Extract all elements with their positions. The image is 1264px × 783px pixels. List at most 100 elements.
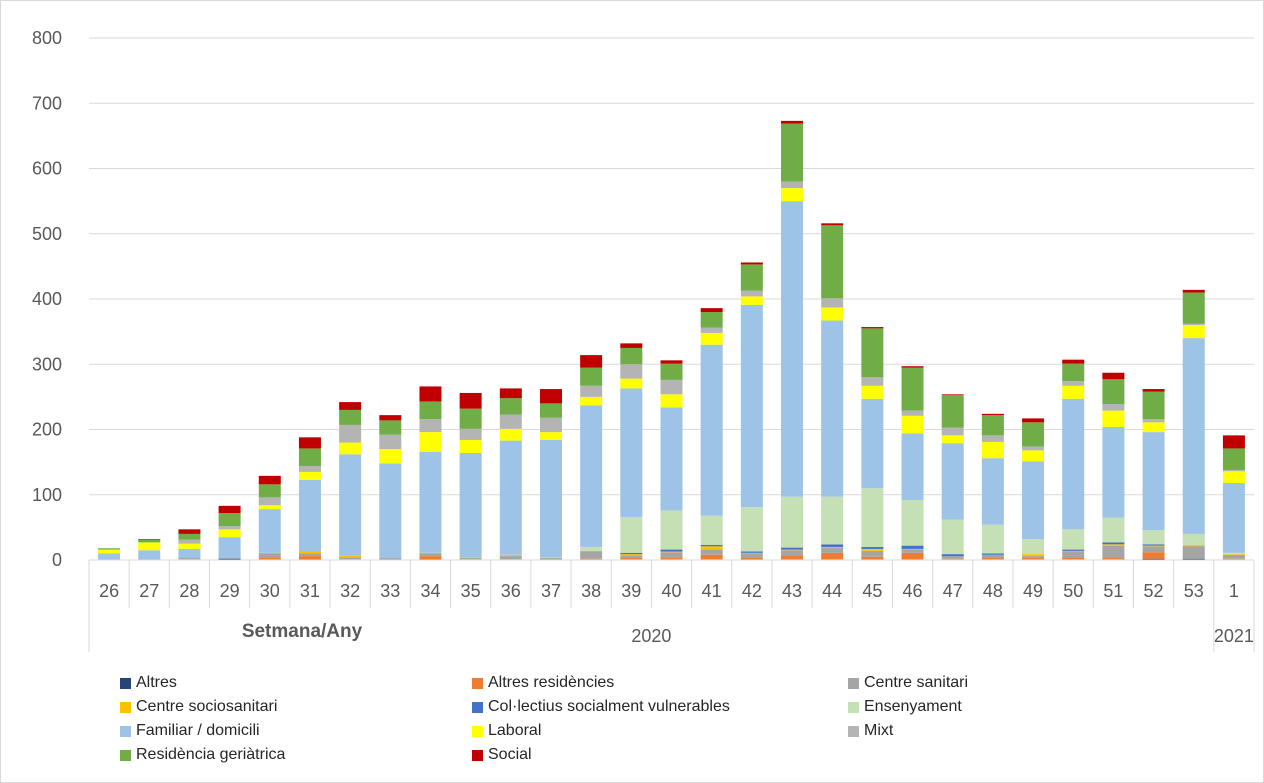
y-tick-label: 0 (52, 550, 62, 570)
bar-segment (580, 396, 603, 406)
bar-segment (580, 367, 603, 386)
bar-segment (941, 427, 964, 436)
x-tick-label: 53 (1184, 581, 1204, 601)
bar-segment (1142, 544, 1165, 546)
bar-segment (1062, 398, 1085, 530)
bar-segment (459, 452, 482, 558)
bar-segment (1062, 359, 1085, 364)
bar-segment (1062, 363, 1085, 382)
bar-segment (740, 290, 763, 297)
bar-segment (660, 363, 683, 380)
bar-segment (258, 484, 281, 498)
bar-segment (941, 394, 964, 395)
x-tick-label: 44 (822, 581, 842, 601)
x-tick-label: 40 (661, 581, 681, 601)
bar-segment (660, 510, 683, 550)
bar-segment (1062, 557, 1085, 560)
bar-segment (861, 488, 884, 547)
bar-segment (781, 555, 804, 560)
bar-segment (1102, 410, 1125, 427)
x-tick-label: 41 (702, 581, 722, 601)
bar-segment (861, 398, 884, 489)
legend-label: Familiar / domicili (136, 722, 260, 739)
legend-swatch (120, 725, 131, 737)
bar-segment (1062, 381, 1085, 386)
bar-segment (901, 415, 924, 434)
legend-item: Altres residències (472, 672, 848, 694)
bar-segment (981, 553, 1004, 555)
bar-segment (740, 552, 763, 554)
legend-item: Laboral (472, 720, 848, 742)
bar-segment (379, 558, 402, 560)
bar-segment (981, 415, 1004, 436)
bar-segment (258, 497, 281, 506)
bars (98, 120, 1245, 560)
bar-segment (1022, 554, 1045, 557)
bar-segment (740, 553, 763, 559)
bar-segment (1022, 418, 1045, 423)
bar-segment (298, 437, 321, 449)
bar-segment (178, 543, 201, 549)
x-tick-label: 39 (621, 581, 641, 601)
legend-label: Centre sanitari (864, 674, 969, 691)
legend-label: Social (488, 746, 532, 763)
x-tick-label: 1 (1229, 581, 1239, 601)
bar-segment (580, 385, 603, 397)
legend-item: Centre sociosanitari (120, 696, 472, 718)
y-tick-label: 100 (32, 485, 62, 505)
bar-segment (580, 546, 603, 551)
legend-item: Familiar / domicili (120, 720, 472, 742)
bar-segment (1102, 545, 1125, 559)
bar-segment (941, 519, 964, 555)
bar-segment (740, 507, 763, 552)
bar-segment (620, 554, 643, 556)
x-tick-label: 35 (461, 581, 481, 601)
bar-segment (981, 435, 1004, 442)
bar-segment (499, 428, 522, 441)
bar-segment (178, 558, 201, 560)
legend-label: Laboral (488, 722, 542, 739)
bar-segment (1142, 432, 1165, 530)
bar-segment (379, 420, 402, 435)
bar-segment (459, 392, 482, 409)
bar-segment (580, 405, 603, 547)
bar-segment (499, 398, 522, 415)
bar-segment (258, 557, 281, 560)
legend-item: Ensenyament (848, 696, 1200, 718)
bar-segment (1222, 552, 1245, 555)
bar-segment (1182, 545, 1205, 547)
bar-segment (1222, 469, 1245, 472)
bar-segment (821, 320, 844, 497)
bar-segment (861, 328, 884, 378)
x-tick-label: 31 (300, 581, 320, 601)
bar-segment (419, 556, 442, 560)
bar-segment (339, 555, 362, 558)
bar-segment (539, 558, 562, 560)
bar-segment (539, 417, 562, 433)
bar-segment (298, 479, 321, 552)
x-tick-label: 30 (260, 581, 280, 601)
bar-segment (1102, 379, 1125, 405)
bar-segment (379, 415, 402, 421)
bar-segment (379, 449, 402, 464)
x-tick-label: 52 (1144, 581, 1164, 601)
x-tick-label: 49 (1023, 581, 1043, 601)
bar-segment (1062, 385, 1085, 399)
y-tick-label: 400 (32, 289, 62, 309)
x-tick-label: 51 (1103, 581, 1123, 601)
bar-segment (1142, 529, 1165, 545)
bar-segment (620, 552, 643, 555)
bar-segment (861, 546, 884, 549)
bar-segment (901, 545, 924, 549)
legend-item: Mixt (848, 720, 1200, 742)
y-tick-label: 300 (32, 354, 62, 374)
bar-segment (620, 378, 643, 389)
bar-segment (901, 552, 924, 560)
bar-segment (138, 539, 161, 540)
bar-segment (781, 496, 804, 548)
bar-segment (98, 553, 121, 560)
bar-segment (941, 558, 964, 560)
legend-label: Col·lectius socialment vulnerables (488, 698, 730, 715)
bar-segment (419, 553, 442, 557)
bar-segment (740, 262, 763, 265)
